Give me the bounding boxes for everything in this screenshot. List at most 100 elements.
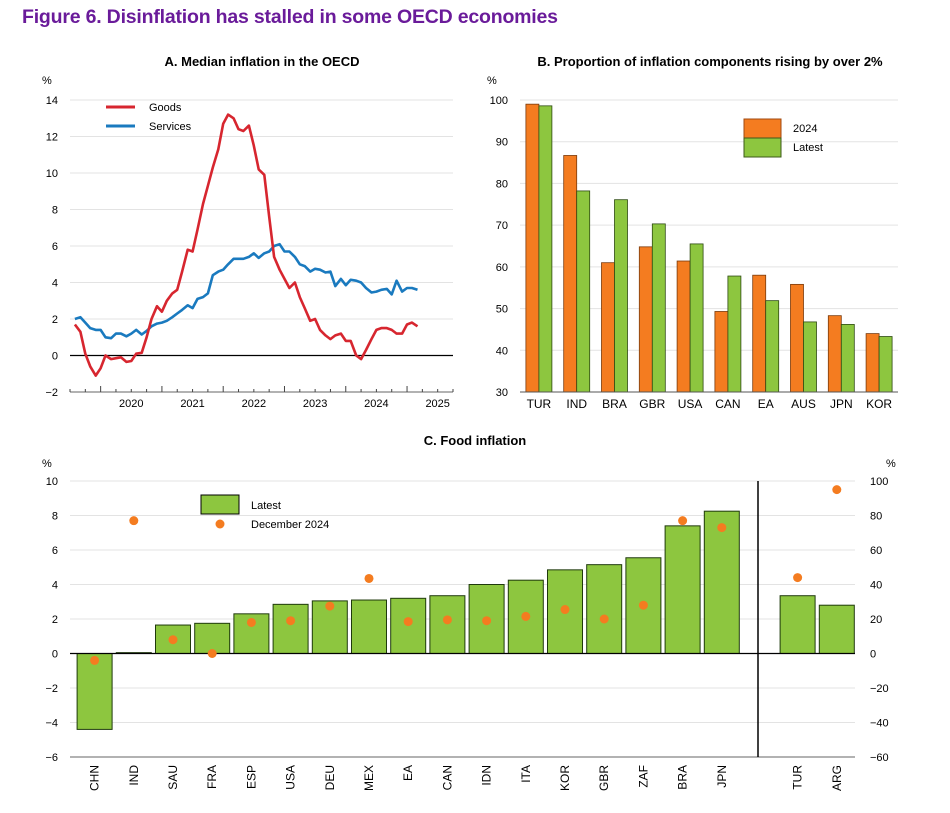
bar-latest-usa <box>272 603 309 655</box>
y-tick-label-left: 8 <box>52 511 58 523</box>
bar-2024-usa <box>676 260 691 393</box>
series-line-services <box>74 242 418 340</box>
bar-latest-bra <box>614 199 628 393</box>
y-tick-label: −2 <box>45 387 58 399</box>
x-tick-label: IDN <box>480 765 494 786</box>
legend-december-2024-marker <box>215 519 225 529</box>
panel-a-series <box>73 113 419 377</box>
x-tick-label: KOR <box>866 397 892 411</box>
bar-2024-tur <box>525 103 540 393</box>
y-tick-label-left: 4 <box>52 580 58 592</box>
y-tick-label: 90 <box>496 137 508 149</box>
y-tick-label: 80 <box>496 178 508 190</box>
dot-december-2024-gbr <box>599 614 609 624</box>
x-tick-label: EA <box>401 765 415 781</box>
y-tick-label-left: 10 <box>46 476 58 488</box>
x-tick-label: ARG <box>830 765 844 791</box>
x-tick-label: GBR <box>639 397 665 411</box>
y-tick-label: 14 <box>46 95 58 107</box>
dot-december-2024-chn <box>90 655 100 665</box>
x-tick-label: 2020 <box>119 398 143 410</box>
y-tick-label: 30 <box>496 387 508 399</box>
y-tick-label-right: −20 <box>870 683 889 695</box>
panel-a-title: A. Median inflation in the OECD <box>165 54 360 69</box>
x-tick-label: BRA <box>676 765 690 790</box>
bar-latest-tur <box>538 105 553 393</box>
y-tick-label-left: −4 <box>45 718 58 730</box>
bar-2024-gbr <box>638 246 653 393</box>
bar-latest-jpn <box>703 510 740 654</box>
y-tick-label: 0 <box>52 351 58 363</box>
legend-latest-label-c: Latest <box>251 500 281 512</box>
panel-c-y-unit-right: % <box>886 458 896 470</box>
x-tick-label: 2024 <box>364 398 388 410</box>
x-tick-label: 2022 <box>242 398 266 410</box>
x-tick-label: IND <box>566 397 587 411</box>
bar-2024-kor <box>865 333 880 393</box>
panel-c-legend: Latest December 2024 <box>200 494 329 531</box>
y-tick-label-right: −40 <box>870 718 889 730</box>
panel-a-legend: Goods Services <box>106 102 192 133</box>
panel-a-y-ticks: −2 0 2 4 6 8 10 12 14 <box>45 95 58 399</box>
x-tick-label: TUR <box>527 397 552 411</box>
y-tick-label-right: 60 <box>870 545 882 557</box>
bar-latest-aus <box>803 321 817 393</box>
dot-december-2024-esp <box>246 617 256 627</box>
y-tick-label: 60 <box>496 262 508 274</box>
panel-a-median-inflation: A. Median inflation in the OECD % −2 0 2 4 6… <box>42 54 454 410</box>
dot-december-2024-sau <box>168 635 178 645</box>
x-tick-label: ESP <box>244 765 258 789</box>
dot-december-2024-deu <box>325 601 335 611</box>
dot-december-2024-usa <box>286 616 296 626</box>
dot-december-2024-ea <box>403 617 413 627</box>
bar-latest-jpn <box>840 324 855 393</box>
panel-b-y-ticks: 30 40 50 60 70 80 90 100 <box>490 95 508 399</box>
y-tick-label-left: −2 <box>45 683 58 695</box>
dot-december-2024-fra <box>207 649 217 658</box>
panel-c-title: C. Food inflation <box>424 433 527 448</box>
bar-latest-can <box>429 595 466 655</box>
dot-december-2024-bra <box>678 516 688 526</box>
x-tick-label: CAN <box>440 765 454 790</box>
y-tick-label-left: −6 <box>45 752 58 764</box>
x-tick-label: TUR <box>791 765 805 790</box>
legend-2024-swatch <box>743 118 782 139</box>
x-tick-label: FRA <box>205 765 219 789</box>
x-tick-label: AUS <box>791 397 816 411</box>
bar-latest-chn <box>76 653 113 730</box>
panel-b-title: B. Proportion of inflation components ri… <box>537 54 883 69</box>
legend-latest-swatch <box>743 137 782 158</box>
bar-2024-bra <box>601 262 615 393</box>
x-tick-label: GBR <box>597 765 611 791</box>
x-tick-label: JPN <box>830 397 853 411</box>
bar-latest-mex <box>351 599 387 655</box>
x-tick-label: SAU <box>166 765 180 790</box>
panel-c-x-labels: CHN IND SAU FRA ESP USA DEU MEX EA CAN IDN ITA KOR GB… <box>88 765 844 791</box>
bar-latest-can <box>727 275 742 393</box>
y-tick-label: 10 <box>46 168 58 180</box>
dot-december-2024-can <box>442 615 452 625</box>
legend-2024-label: 2024 <box>793 123 817 135</box>
dot-december-2024-mex <box>364 573 374 583</box>
x-tick-label: EA <box>758 397 774 411</box>
y-tick-label: 8 <box>52 205 58 217</box>
x-tick-label: 2025 <box>425 398 449 410</box>
bar-latest-gbr <box>651 223 666 393</box>
legend-services-label: Services <box>149 121 192 133</box>
bar-latest-tur <box>779 595 816 655</box>
panel-a-y-unit: % <box>42 75 52 87</box>
bar-latest-ind <box>576 190 591 393</box>
x-tick-label: 2023 <box>303 398 327 410</box>
dot-december-2024-ita <box>521 611 531 621</box>
legend-december-2024-label: December 2024 <box>251 519 329 531</box>
figure-title: Figure 6. Disinflation has stalled in so… <box>22 6 558 28</box>
bar-2024-ind <box>563 155 578 393</box>
bar-2024-can <box>714 311 729 393</box>
x-tick-label: ZAF <box>636 765 650 788</box>
panel-c-bars <box>70 481 855 757</box>
x-tick-label: KOR <box>558 765 572 791</box>
y-tick-label: 6 <box>52 241 58 253</box>
series-line-goods <box>73 113 419 377</box>
